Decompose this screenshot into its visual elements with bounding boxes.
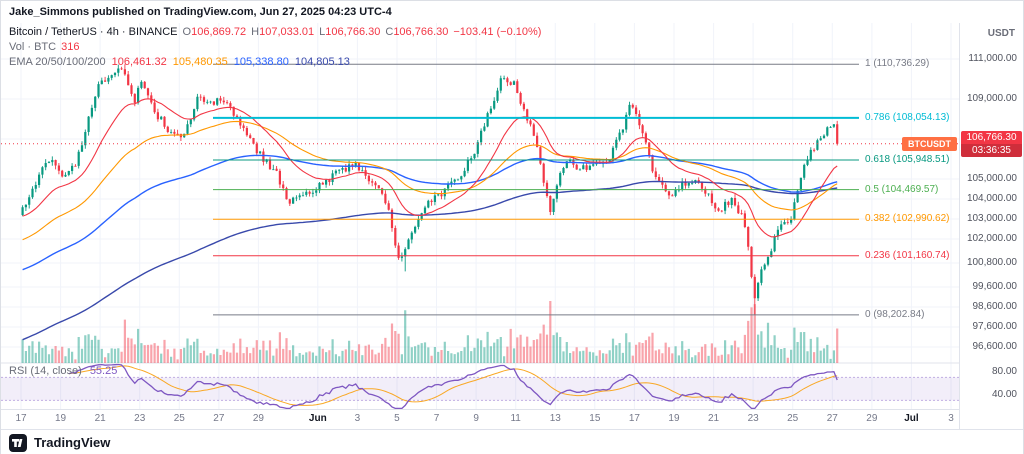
attribution-bar: Jake_Simmons published on TradingView.co… [1, 1, 1023, 23]
fib-level-label: 0.236 (101,160.74) [865, 249, 950, 261]
volume-label: Vol · BTC [9, 41, 57, 53]
ema-label: EMA 20/50/100/200 [9, 56, 106, 68]
price-axis[interactable]: USDT 106,766.30 03:36:35 111,000.00 109,0… [959, 23, 1023, 429]
ema50-value: 105,480.35 [172, 56, 228, 68]
chart-legend: Bitcoin / TetherUS · 4h · BINANCE O 106,8… [9, 25, 541, 70]
price-tick-label: 104,000.00 [966, 193, 1017, 204]
volume-bars-up [21, 310, 835, 363]
low-value: 106,766.30 [325, 26, 381, 38]
attribution-text: Jake_Simmons published on TradingView.co… [9, 6, 392, 18]
rsi-legend: RSI (14, close) 55.25 [9, 365, 117, 377]
price-tick-label: 97,600.00 [972, 321, 1018, 332]
time-tick-label: 25 [787, 413, 799, 424]
time-tick-label: 17 [628, 413, 640, 424]
price-tick-label: 102,000.00 [966, 233, 1017, 244]
symbol-price-tag: BTCUSDT [902, 136, 957, 151]
currency-label: USDT [987, 28, 1015, 39]
tradingview-logo-icon[interactable] [9, 433, 27, 452]
open-label: O [182, 26, 192, 38]
price-chart-canvas[interactable] [1, 23, 959, 409]
price-tick-label: 111,000.00 [968, 53, 1017, 64]
open-value: 106,869.72 [191, 26, 247, 38]
footer-brand[interactable]: TradingView [34, 435, 111, 450]
rsi-value: 55.25 [89, 365, 118, 377]
time-tick-label: 5 [394, 413, 400, 424]
time-tick-label: 11 [510, 413, 521, 424]
time-tick-label: 3 [354, 413, 361, 424]
low-label: L [319, 26, 326, 38]
ema-legend-row: EMA 20/50/100/200 106,461.32 105,480.35 … [9, 55, 541, 70]
time-tick-label: 25 [173, 413, 185, 424]
fib-level-label: 0.618 (105,948.51) [865, 154, 950, 166]
volume-bars-down [54, 301, 839, 363]
time-tick-label: 29 [252, 413, 264, 424]
time-tick-label: Jul [904, 413, 919, 424]
time-tick-label: 21 [707, 413, 720, 424]
rsi-tick-label: 40.00 [991, 388, 1017, 400]
price-tick-label: 105,000.00 [966, 173, 1017, 184]
last-price-value: 106,766.30 [966, 131, 1017, 143]
time-tick-label: 27 [826, 413, 838, 424]
price-tick-label: 98,600.00 [972, 301, 1018, 312]
time-tick-label: 17 [15, 413, 27, 424]
time-tick-label: 21 [94, 413, 106, 424]
rsi-band [1, 377, 959, 401]
price-tick-label: 100,800.00 [966, 257, 1017, 268]
close-value: 106,766.30 [393, 26, 449, 38]
fib-level-label: 1 (110,736.29) [865, 58, 930, 70]
close-label: C [385, 26, 394, 38]
symbol-title[interactable]: Bitcoin / TetherUS · 4h · BINANCE [9, 26, 178, 38]
time-tick-label: 29 [866, 413, 878, 424]
price-tick-label: 99,600.00 [972, 281, 1018, 292]
rsi-line [68, 363, 838, 409]
high-label: H [251, 26, 260, 38]
fib-level-label: 0.382 (102,990.62) [865, 213, 950, 225]
price-tick-label: 103,000.00 [966, 213, 1017, 224]
time-tick-label: 13 [549, 413, 561, 424]
high-value: 107,033.01 [259, 26, 315, 38]
volume-legend-row: Vol · BTC 316 [9, 40, 541, 55]
ema200-line [22, 180, 838, 341]
change-value: −103.41 (−0.10%) [453, 26, 542, 38]
ema100-value: 105,338.80 [233, 56, 289, 68]
rsi-ma-line [68, 365, 838, 406]
ema50-line [22, 120, 838, 241]
time-tick-label: Jun [308, 413, 327, 424]
fib-level-label: 0.786 (108,054.13) [865, 111, 950, 123]
time-tick-label: 23 [747, 413, 759, 424]
ema20-line [22, 98, 838, 238]
ema20-value: 106,461.32 [111, 56, 167, 68]
time-tick-label: 23 [134, 413, 146, 424]
rsi-label: RSI (14, close) [9, 365, 82, 377]
candle-bodies-down [54, 68, 839, 299]
time-tick-label: 15 [589, 413, 601, 424]
time-tick-label: 9 [473, 413, 479, 424]
chart-area: Bitcoin / TetherUS · 4h · BINANCE O 106,8… [1, 23, 1023, 429]
time-tick-label: 19 [668, 413, 680, 424]
ema200-value: 104,805.13 [294, 56, 350, 68]
fib-level-label: 0.5 (104,469.57) [865, 183, 939, 195]
last-price-badge: 106,766.30 03:36:35 [961, 130, 1022, 157]
symbol-legend-row: Bitcoin / TetherUS · 4h · BINANCE O 106,8… [9, 25, 541, 40]
volume-value: 316 [61, 41, 80, 53]
rsi-tick-label: 80.00 [991, 365, 1017, 377]
footer-bar: TradingView [1, 429, 1023, 454]
fib-level-label: 0 (98,202.84) [865, 308, 925, 320]
price-tick-label: 96,600.00 [972, 341, 1018, 352]
price-tick-label: 109,000.00 [966, 93, 1017, 104]
ema100-line [22, 154, 838, 271]
time-tick-label: 7 [433, 413, 440, 424]
time-axis[interactable]: 17 19 21 23 25 27 29 Jun 3 5 7 9 11 13 15 17 19 21 23 25 27 2… [1, 409, 959, 429]
time-tick-label: 3 [948, 413, 954, 424]
time-tick-label: 27 [213, 413, 225, 424]
time-tick-label: 19 [55, 413, 67, 424]
bar-countdown: 03:36:35 [961, 143, 1022, 157]
